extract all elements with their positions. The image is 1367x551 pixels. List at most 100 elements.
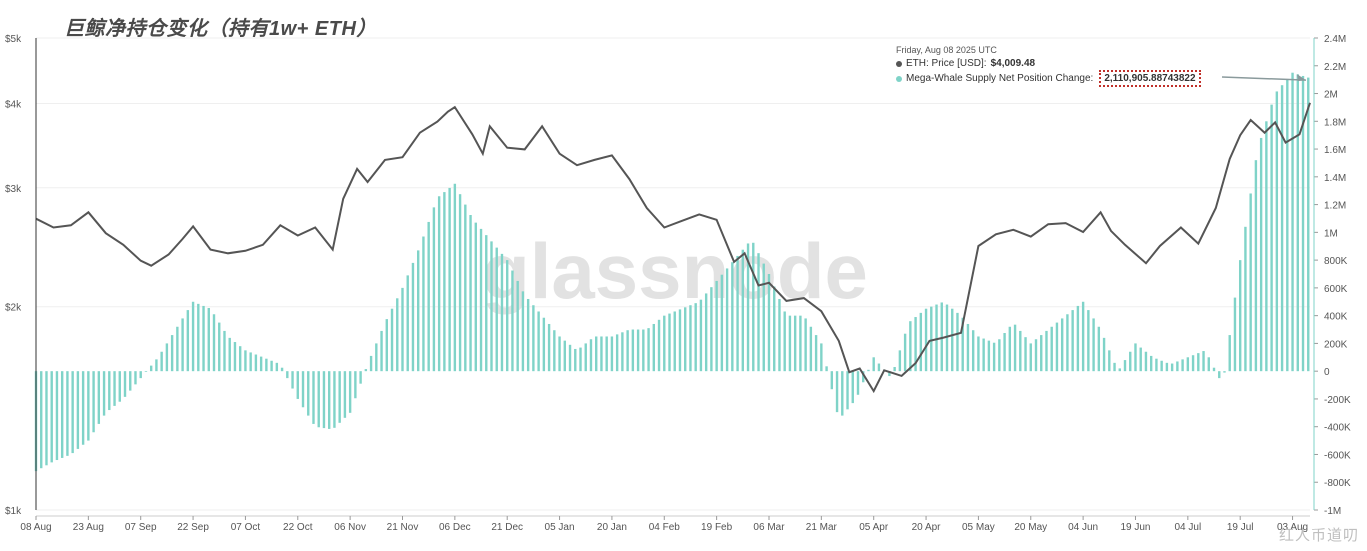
bar bbox=[741, 249, 745, 372]
bar bbox=[652, 323, 656, 372]
price-legend-dot bbox=[896, 60, 902, 67]
right-tick-label: 1M bbox=[1324, 228, 1338, 239]
bar bbox=[437, 196, 441, 372]
bar bbox=[1191, 355, 1195, 372]
bar bbox=[1013, 324, 1017, 372]
bar bbox=[375, 343, 378, 372]
bar bbox=[982, 338, 985, 372]
bar bbox=[773, 286, 776, 372]
bar bbox=[1223, 371, 1226, 373]
bar bbox=[642, 329, 645, 372]
bar bbox=[76, 371, 80, 449]
bar bbox=[45, 371, 48, 466]
bar bbox=[621, 332, 624, 372]
bar bbox=[102, 371, 106, 416]
bar bbox=[1212, 367, 1216, 372]
bar bbox=[1176, 361, 1179, 372]
bar bbox=[1301, 75, 1305, 372]
left-tick-label: $4k bbox=[5, 99, 22, 110]
bar bbox=[1218, 371, 1221, 379]
tooltip-price-row: ETH: Price [USD]: $4,009.48 bbox=[896, 57, 1201, 70]
bar bbox=[1238, 260, 1242, 372]
bar bbox=[626, 330, 629, 372]
bar bbox=[1155, 358, 1158, 372]
bar bbox=[1060, 318, 1064, 372]
chart-watermark: glassnode bbox=[482, 227, 868, 315]
bar bbox=[1265, 121, 1268, 372]
bar bbox=[992, 342, 996, 372]
tooltip-supply-label: Mega-Whale Supply Net Position Change: bbox=[906, 73, 1094, 84]
tooltip-price-label: ETH: Price [USD]: bbox=[906, 58, 987, 69]
bar bbox=[348, 371, 352, 413]
right-tick-label: 800K bbox=[1324, 256, 1348, 267]
bar bbox=[1202, 351, 1205, 372]
bar bbox=[595, 336, 598, 372]
bar bbox=[228, 337, 231, 372]
bar bbox=[1197, 353, 1200, 372]
bar bbox=[307, 371, 310, 416]
bar bbox=[1144, 351, 1148, 372]
x-tick-label: 08 Aug bbox=[20, 522, 51, 533]
bar bbox=[532, 305, 535, 372]
right-tick-label: -400K bbox=[1324, 423, 1351, 434]
bar bbox=[893, 367, 896, 372]
bar bbox=[97, 371, 101, 424]
bar bbox=[118, 371, 121, 402]
bar bbox=[149, 365, 153, 372]
bar bbox=[500, 253, 504, 372]
bar bbox=[720, 274, 724, 372]
bar bbox=[312, 371, 315, 424]
bar bbox=[134, 371, 137, 385]
bar bbox=[820, 343, 823, 372]
x-tick-label: 19 Jul bbox=[1227, 522, 1254, 533]
bar bbox=[1066, 314, 1069, 372]
bar bbox=[333, 371, 336, 428]
x-tick-label: 20 Apr bbox=[912, 522, 942, 533]
bar bbox=[1270, 104, 1273, 372]
bar bbox=[841, 371, 844, 416]
bar bbox=[233, 342, 237, 372]
bar bbox=[636, 329, 640, 372]
bar bbox=[1071, 310, 1074, 372]
right-tick-label: 200K bbox=[1324, 339, 1348, 350]
x-tick-label: 04 Jul bbox=[1174, 522, 1201, 533]
bar bbox=[657, 319, 661, 372]
bar bbox=[1108, 350, 1111, 372]
bar bbox=[155, 359, 158, 372]
bar bbox=[1149, 355, 1153, 372]
bar bbox=[783, 311, 786, 372]
bar bbox=[846, 371, 849, 410]
bar bbox=[123, 371, 127, 397]
right-tick-label: 1.6M bbox=[1324, 145, 1346, 156]
bar bbox=[1139, 347, 1142, 372]
bar bbox=[558, 336, 561, 372]
bar bbox=[55, 371, 59, 461]
bar bbox=[814, 335, 818, 372]
bar bbox=[401, 287, 404, 372]
bar bbox=[804, 318, 807, 372]
bar bbox=[506, 260, 509, 372]
bar bbox=[903, 333, 907, 372]
supply-legend-dot bbox=[896, 75, 902, 82]
bar bbox=[469, 215, 472, 372]
bar bbox=[422, 236, 425, 372]
bar bbox=[1170, 363, 1174, 372]
bar bbox=[1181, 359, 1184, 372]
bar bbox=[238, 346, 242, 372]
bar bbox=[364, 369, 368, 372]
bar bbox=[704, 293, 708, 372]
bar bbox=[1102, 337, 1106, 372]
bar bbox=[809, 326, 813, 372]
bar bbox=[1165, 362, 1169, 372]
right-tick-label: 400K bbox=[1324, 312, 1348, 323]
bar bbox=[432, 207, 436, 372]
bar bbox=[1003, 333, 1006, 372]
annotation-arrow-head bbox=[1297, 74, 1306, 82]
bar bbox=[851, 371, 854, 404]
x-tick-label: 06 Dec bbox=[439, 522, 471, 533]
bar bbox=[474, 222, 477, 372]
bar bbox=[825, 366, 828, 372]
x-tick-label: 06 Mar bbox=[753, 522, 785, 533]
bar bbox=[1286, 78, 1289, 372]
bar bbox=[1076, 305, 1080, 372]
